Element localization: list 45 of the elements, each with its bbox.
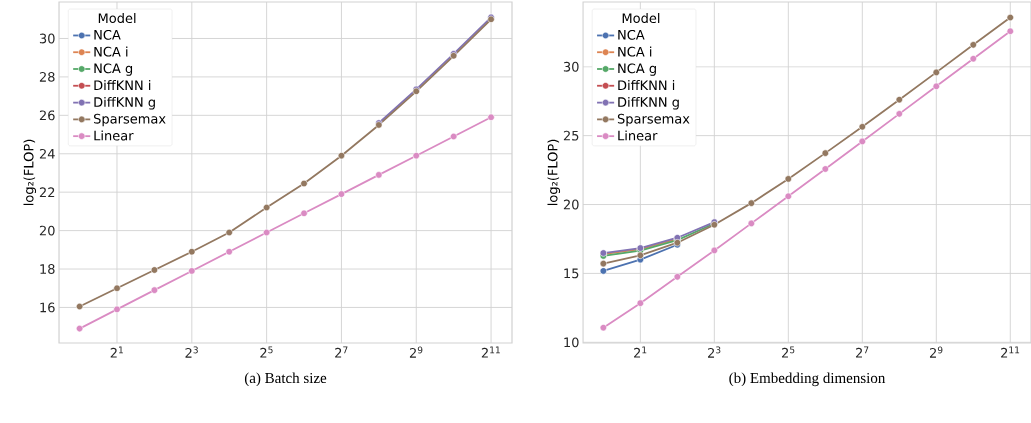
y-tick-label: 16 bbox=[40, 302, 55, 313]
x-tick-label: 2$^{3}$ bbox=[185, 346, 198, 358]
x-tick-label: 2$^{11}$ bbox=[481, 346, 500, 358]
legend-title: Model bbox=[98, 13, 136, 24]
legend-label: NCA bbox=[618, 29, 645, 40]
x-tick-label: 2$^{1}$ bbox=[110, 346, 123, 358]
legend-label: NCA i bbox=[94, 46, 128, 57]
y-tick-label: 30 bbox=[39, 33, 55, 44]
legend-label: DiffKNN g bbox=[94, 96, 155, 110]
y-axis-title: log₂(FLOP) bbox=[23, 139, 37, 206]
y-tick-label: 20 bbox=[563, 199, 579, 210]
legend-label: Linear bbox=[618, 130, 658, 141]
y-axis-title: log₂(FLOP) bbox=[547, 139, 561, 206]
x-tick-label: 2$^{3}$ bbox=[708, 346, 721, 358]
x-tick-label: 2$^{7}$ bbox=[335, 346, 348, 358]
x-tick-label: 2$^{11}$ bbox=[1001, 346, 1020, 358]
x-axis-title: (b) Embedding dimension bbox=[729, 372, 886, 387]
legend-label: Sparsemax bbox=[617, 113, 690, 127]
legend-label: DiffKNN i bbox=[94, 80, 151, 90]
y-tick-label: 28 bbox=[39, 72, 55, 82]
x-tick-label: 2$^{5}$ bbox=[782, 346, 795, 358]
legend-label: DiffKNN i bbox=[618, 80, 675, 90]
y-tick-label: 18 bbox=[40, 264, 55, 274]
legend-title: Model bbox=[622, 13, 660, 24]
x-tick-label: 2$^{5}$ bbox=[260, 346, 273, 358]
legend-label: Sparsemax bbox=[94, 113, 166, 127]
legend-label: NCA g bbox=[618, 63, 656, 76]
x-tick-label: 2$^{1}$ bbox=[634, 346, 647, 358]
x-tick-label: 2$^{7}$ bbox=[855, 346, 869, 358]
legend-label: Linear bbox=[94, 130, 134, 141]
y-tick-label: 30 bbox=[563, 61, 579, 72]
y-tick-label: 25 bbox=[563, 130, 579, 141]
y-tick-label: 15 bbox=[564, 268, 579, 279]
y-tick-label: 10 bbox=[564, 337, 579, 348]
legend-label: NCA i bbox=[618, 46, 652, 57]
x-tick-label: 2$^{9}$ bbox=[409, 346, 423, 358]
x-axis-title: (a) Batch size bbox=[244, 372, 327, 387]
legend-label: NCA bbox=[94, 29, 121, 40]
y-tick-label: 24 bbox=[39, 148, 55, 159]
y-tick-label: 22 bbox=[39, 187, 55, 198]
y-tick-label: 26 bbox=[39, 110, 55, 121]
y-tick-label: 20 bbox=[39, 225, 55, 236]
x-tick-label: 2$^{9}$ bbox=[929, 346, 943, 358]
legend-label: NCA g bbox=[94, 63, 133, 76]
legend-label: DiffKNN g bbox=[618, 96, 679, 110]
